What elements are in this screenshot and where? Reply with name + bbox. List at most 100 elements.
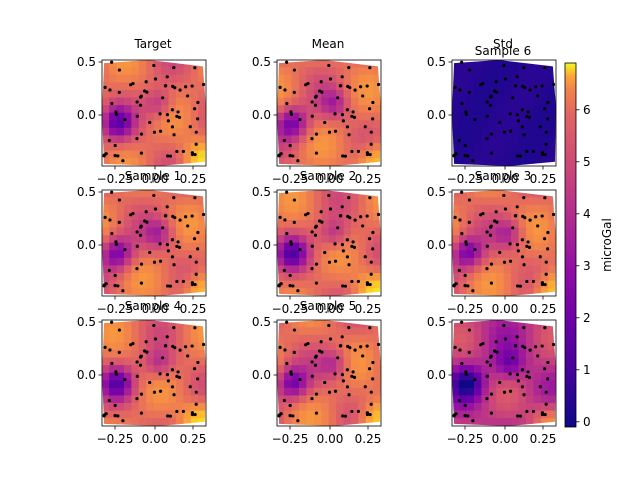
contour-cell xyxy=(183,60,192,68)
contour-cell xyxy=(198,372,206,381)
contour-cell xyxy=(496,197,505,206)
station-point xyxy=(193,412,197,417)
contour-cell xyxy=(291,158,300,166)
contour-cell xyxy=(131,372,140,381)
contour-cell xyxy=(481,250,490,259)
contour-cell xyxy=(298,105,308,114)
contour-cell xyxy=(138,349,147,359)
station-point xyxy=(110,361,114,366)
station-point xyxy=(341,154,345,158)
contour-cell xyxy=(109,272,118,282)
contour-cell xyxy=(533,97,542,106)
contour-cell xyxy=(496,288,505,296)
station-point xyxy=(158,112,162,116)
contour-cell xyxy=(328,380,337,389)
colorbar-tick-label: 5 xyxy=(583,155,591,169)
contour-cell xyxy=(525,380,535,389)
station-point xyxy=(543,196,547,200)
station-point xyxy=(289,240,293,244)
contour-cell xyxy=(466,410,475,419)
contour-cell xyxy=(138,142,147,152)
station-point xyxy=(313,233,318,237)
contour-cell xyxy=(146,204,155,214)
contour-cell xyxy=(138,288,147,296)
contour-cell xyxy=(298,250,308,259)
contour-cell xyxy=(183,135,192,144)
x-tick-label: 0.00 xyxy=(317,172,344,186)
contour-cell xyxy=(284,204,293,214)
station-point xyxy=(117,198,122,202)
station-point xyxy=(314,151,319,155)
contour-cell xyxy=(503,135,512,144)
station-point xyxy=(350,244,354,248)
contour-cell xyxy=(284,135,293,144)
contour-cell xyxy=(488,127,497,137)
contour-cell xyxy=(511,150,520,159)
contour-cell xyxy=(518,89,527,99)
contour-cell xyxy=(496,235,505,244)
contour-cell xyxy=(153,320,162,328)
contour-cell xyxy=(488,120,497,129)
contour-cell xyxy=(540,372,549,381)
station-point xyxy=(365,344,369,348)
station-point xyxy=(288,284,292,288)
contour-cell xyxy=(313,327,322,336)
station-point xyxy=(108,348,112,352)
contour-cell xyxy=(336,112,345,121)
contour-cell xyxy=(373,142,381,152)
station-point xyxy=(473,117,477,122)
station-point xyxy=(328,207,333,211)
station-point xyxy=(518,154,523,158)
station-point xyxy=(458,88,462,92)
station-point xyxy=(175,244,179,248)
station-point xyxy=(522,196,526,200)
station-point xyxy=(365,214,369,218)
contour-cell xyxy=(313,60,322,68)
contour-cell xyxy=(123,250,133,259)
station-point xyxy=(343,414,348,418)
contour-cell xyxy=(102,142,110,152)
station-point xyxy=(520,108,524,112)
x-tick-label: −0.25 xyxy=(97,172,134,186)
contour-cell xyxy=(153,142,162,152)
contour-cell xyxy=(306,410,315,419)
station-point xyxy=(123,377,127,382)
station-point xyxy=(485,114,489,118)
contour-cell xyxy=(466,127,475,137)
station-point xyxy=(279,152,283,156)
contour-cell xyxy=(123,357,133,366)
station-point xyxy=(485,230,489,234)
contour-cell xyxy=(183,342,192,351)
contour-cell xyxy=(321,219,330,229)
contour-cell xyxy=(518,127,527,137)
contour-cell xyxy=(277,288,285,296)
station-point xyxy=(172,196,176,200)
contour-cell xyxy=(466,280,475,289)
station-point xyxy=(121,419,125,423)
station-point xyxy=(172,326,176,330)
y-tick-label: 0.5 xyxy=(252,55,271,69)
station-point xyxy=(170,125,175,129)
contour-cell xyxy=(277,74,285,84)
contour-cell xyxy=(116,227,125,236)
contour-cell xyxy=(298,150,308,159)
y-tick-label: 0.0 xyxy=(427,238,446,252)
contour-cell xyxy=(373,135,381,144)
contour-cell xyxy=(116,135,125,144)
station-point xyxy=(135,244,139,248)
contour-cell xyxy=(533,349,542,359)
contour-cell xyxy=(138,410,147,419)
station-point xyxy=(489,392,494,396)
contour-cell xyxy=(365,265,374,274)
contour-cell xyxy=(183,197,192,206)
contour-cell xyxy=(291,288,300,296)
contour-cell xyxy=(131,357,140,366)
contour-cell xyxy=(358,112,367,121)
station-point xyxy=(340,335,344,339)
x-tick-label: 0.00 xyxy=(492,432,519,446)
station-point xyxy=(153,337,158,341)
station-point xyxy=(544,390,548,394)
contour-cell xyxy=(138,82,147,91)
station-point xyxy=(323,380,327,385)
contour-cell xyxy=(503,82,512,91)
